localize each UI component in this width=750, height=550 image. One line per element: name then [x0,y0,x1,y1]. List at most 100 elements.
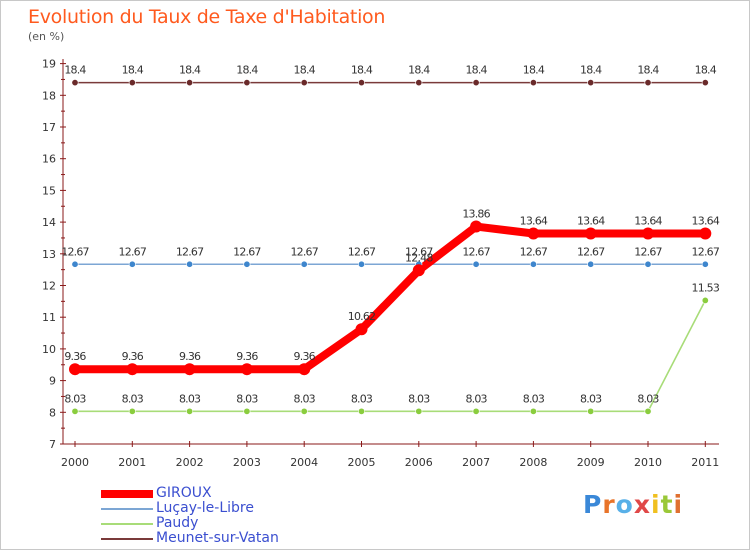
data-label-giroux: 13.64 [634,215,662,228]
data-point-giroux[interactable] [126,363,139,376]
logo-letter: t [660,490,674,519]
y-tick-label: 8 [49,406,56,419]
data-point-giroux[interactable] [412,264,425,277]
y-tick-label: 13 [42,248,56,261]
x-tick-label: 2007 [462,456,490,469]
data-point-meunet-sur-vatan[interactable] [128,79,136,87]
data-point-giroux[interactable] [355,323,368,336]
logo-letter: o [615,490,634,519]
data-label-giroux: 13.86 [462,208,490,221]
data-point-giroux[interactable] [642,227,654,240]
x-tick-label: 2003 [233,456,261,469]
data-label-giroux: 10.62 [348,310,376,323]
legend-label: Meunet-sur-Vatan [156,530,279,546]
data-point-lucay-le-libre[interactable] [587,260,595,268]
legend-item-giroux[interactable]: GIROUX [101,485,361,502]
legend-item-paudy[interactable]: Paudy [101,515,361,532]
data-label-giroux: 13.64 [577,215,605,228]
data-point-meunet-sur-vatan[interactable] [186,79,194,87]
data-point-paudy[interactable] [701,296,709,304]
data-label-lucay-le-libre: 12.67 [577,245,605,258]
legend-label: Luçay-le-Libre [156,500,254,516]
data-point-giroux[interactable] [69,363,81,376]
data-label-meunet-sur-vatan: 18.4 [465,64,487,77]
data-label-meunet-sur-vatan: 18.4 [523,64,545,77]
data-point-lucay-le-libre[interactable] [128,260,136,268]
x-tick-label: 2002 [176,456,204,469]
data-point-meunet-sur-vatan[interactable] [415,79,423,87]
data-point-lucay-le-libre[interactable] [701,260,709,268]
data-point-paudy[interactable] [243,407,251,415]
data-point-giroux[interactable] [470,220,483,233]
data-label-meunet-sur-vatan: 18.4 [695,64,717,77]
data-point-lucay-le-libre[interactable] [71,260,79,268]
x-tick-label: 2004 [290,456,318,469]
legend-label: GIROUX [156,485,212,501]
legend-item-meunet-sur-vatan[interactable]: Meunet-sur-Vatan [101,530,361,547]
data-point-paudy[interactable] [300,407,308,415]
data-point-meunet-sur-vatan[interactable] [243,79,251,87]
data-point-giroux[interactable] [527,227,540,240]
data-point-paudy[interactable] [128,407,136,415]
x-tick-label: 2006 [405,456,433,469]
data-point-giroux[interactable] [298,363,311,376]
data-point-paudy[interactable] [186,407,194,415]
data-point-paudy[interactable] [644,407,652,415]
series-line-giroux [71,222,710,374]
chart-subtitle: (en %) [28,30,65,43]
data-point-meunet-sur-vatan[interactable] [300,79,308,87]
legend-item-lucay-le-libre[interactable]: Luçay-le-Libre [101,500,361,517]
data-point-paudy[interactable] [529,407,537,415]
data-label-meunet-sur-vatan: 18.4 [351,64,373,77]
data-point-meunet-sur-vatan[interactable] [472,79,480,87]
y-tick-label: 14 [42,216,56,229]
data-point-paudy[interactable] [472,407,480,415]
data-point-giroux[interactable] [699,227,712,240]
data-point-lucay-le-libre[interactable] [472,260,480,268]
y-tick-label: 11 [42,311,56,324]
data-point-paudy[interactable] [587,407,595,415]
data-point-paudy[interactable] [357,407,365,415]
data-label-paudy: 8.03 [351,392,373,405]
data-point-lucay-le-libre[interactable] [357,260,365,268]
y-tick-label: 12 [42,280,56,293]
data-point-meunet-sur-vatan[interactable] [357,79,365,87]
data-point-giroux[interactable] [584,227,597,240]
data-point-meunet-sur-vatan[interactable] [644,79,652,87]
data-label-giroux: 9.36 [122,350,144,363]
data-label-lucay-le-libre: 12.67 [634,245,662,258]
data-point-meunet-sur-vatan[interactable] [587,79,595,87]
data-point-paudy[interactable] [415,407,423,415]
data-point-giroux[interactable] [183,363,196,376]
data-point-lucay-le-libre[interactable] [644,260,652,268]
legend-swatch-lucay-le-libre [101,508,153,510]
data-point-lucay-le-libre[interactable] [529,260,537,268]
logo-letter: i [651,490,661,519]
data-label-lucay-le-libre: 12.67 [176,245,204,258]
logo-letter: x [633,490,651,519]
data-label-giroux: 9.36 [179,350,201,363]
data-label-lucay-le-libre: 12.67 [692,245,720,258]
data-point-lucay-le-libre[interactable] [300,260,308,268]
data-point-meunet-sur-vatan[interactable] [701,79,709,87]
legend-label: Paudy [156,515,199,531]
y-tick-label: 15 [42,184,56,197]
data-label-lucay-le-libre: 12.67 [119,245,147,258]
data-point-lucay-le-libre[interactable] [186,260,194,268]
data-label-meunet-sur-vatan: 18.4 [294,64,316,77]
data-point-giroux[interactable] [240,363,253,376]
data-point-lucay-le-libre[interactable] [243,260,251,268]
data-point-meunet-sur-vatan[interactable] [71,79,79,87]
data-label-paudy: 11.53 [692,281,720,294]
data-point-meunet-sur-vatan[interactable] [529,79,537,87]
logo-letter: r [602,490,616,519]
data-label-paudy: 8.03 [179,392,201,405]
data-label-giroux: 12.48 [405,251,433,264]
data-label-paudy: 8.03 [465,392,487,405]
x-tick-label: 2001 [118,456,146,469]
data-label-lucay-le-libre: 12.67 [348,245,376,258]
x-tick-label: 2005 [348,456,376,469]
data-point-paudy[interactable] [71,407,79,415]
proxiti-logo: Proxiti [583,490,683,519]
data-label-paudy: 8.03 [580,392,602,405]
